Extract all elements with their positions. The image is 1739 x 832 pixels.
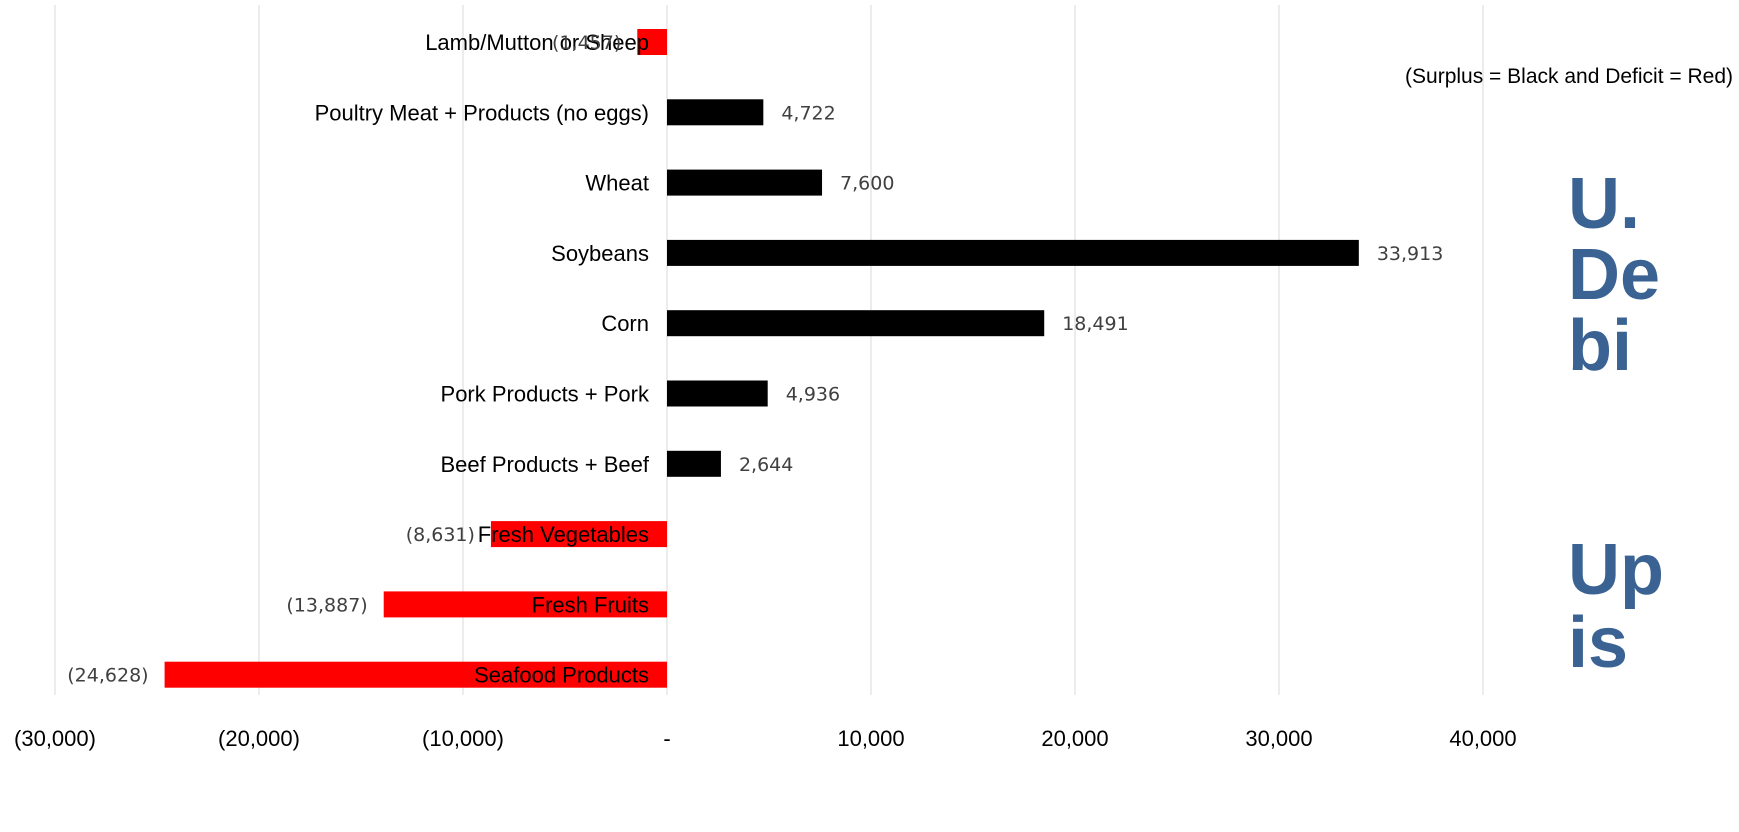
value-label: (8,631) (406, 524, 475, 546)
x-axis-tick-labels: (30,000) (20,000) (10,000) - 10,000 20,000 30,… (14, 726, 1517, 751)
x-tick-label: (20,000) (218, 726, 300, 751)
x-tick-label: 20,000 (1041, 726, 1108, 751)
bar (667, 310, 1045, 337)
x-tick-label: - (663, 726, 670, 751)
bar (164, 661, 667, 688)
x-tick-label: 10,000 (837, 726, 904, 751)
x-tick-label: 30,000 (1245, 726, 1312, 751)
value-label: 4,936 (786, 384, 840, 406)
color-legend-note: (Surplus = Black and Deficit = Red) (1405, 65, 1733, 88)
value-label: 18,491 (1062, 313, 1128, 335)
bar (667, 99, 764, 126)
bar (383, 591, 667, 618)
value-label: (1,457) (552, 32, 621, 54)
value-label: 2,644 (739, 454, 793, 476)
category-labels: Lamb/Mutton or Sheep Poultry Meat + Produ… (315, 30, 650, 688)
category-label: Pork Products + Pork (441, 382, 650, 407)
value-labels: (1,457) 4,722 7,600 33,913 18,491 4,936 2,644 (… (67, 32, 1443, 687)
category-label: Soybeans (551, 241, 649, 266)
value-label: 33,913 (1377, 243, 1443, 265)
category-label: Fresh Fruits (532, 592, 649, 617)
cropped-text-line: De (1568, 235, 1660, 315)
x-tick-label: (10,000) (422, 726, 504, 751)
category-label: Corn (601, 311, 649, 336)
value-label: 4,722 (781, 102, 835, 124)
cropped-text-line: is (1568, 603, 1628, 683)
cropped-text-line: bi (1568, 306, 1632, 386)
category-label: Fresh Vegetables (478, 522, 649, 547)
bar (667, 169, 823, 196)
value-label: (24,628) (67, 665, 148, 687)
cropped-text-line: Up (1568, 530, 1664, 610)
bar (490, 521, 667, 548)
bar (637, 29, 667, 55)
value-label: (13,887) (286, 594, 367, 616)
bar (667, 239, 1359, 266)
x-tick-label: (30,000) (14, 726, 96, 751)
bar (667, 380, 768, 407)
category-label: Seafood Products (474, 663, 649, 688)
bars (164, 29, 1359, 688)
value-label: 7,600 (840, 173, 894, 195)
gridlines (54, 5, 1484, 695)
category-label: Beef Products + Beef (440, 452, 649, 477)
cropped-text-line: U. (1568, 164, 1640, 244)
bar (667, 450, 721, 477)
category-label: Wheat (585, 171, 649, 196)
x-tick-label: 40,000 (1449, 726, 1516, 751)
category-label: Lamb/Mutton or Sheep (425, 30, 649, 55)
category-label: Poultry Meat + Products (no eggs) (315, 100, 649, 125)
